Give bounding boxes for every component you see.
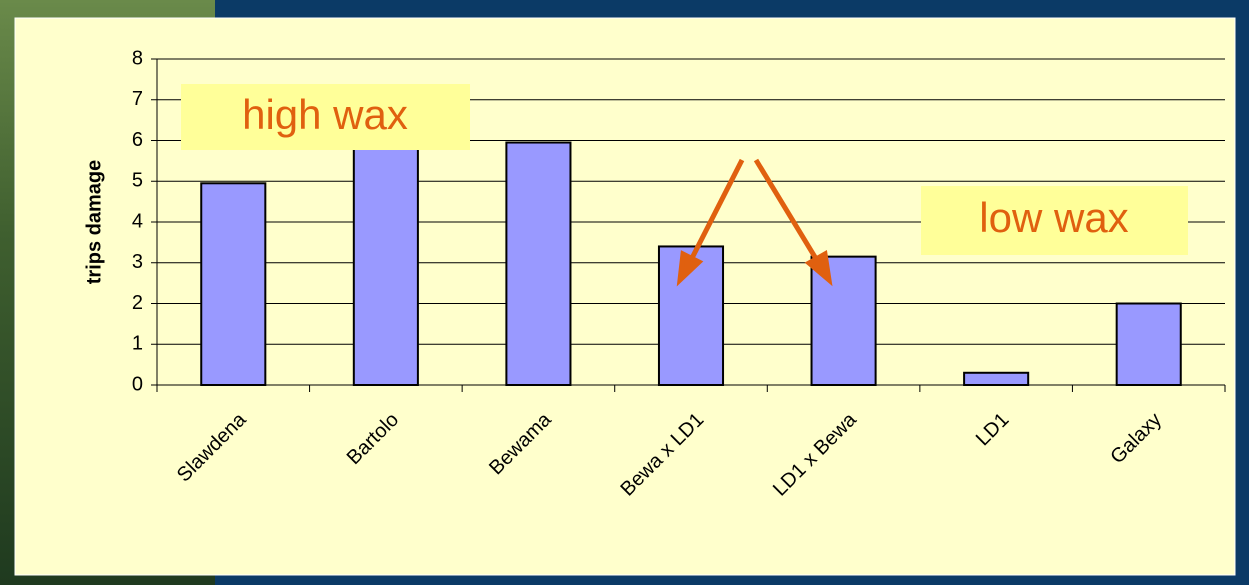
y-tick-label: 0 [132, 373, 143, 395]
bar [964, 373, 1028, 385]
y-tick-label: 2 [132, 292, 143, 314]
annotation: low wax [979, 194, 1128, 241]
chart: 012345678SlawdenaBartoloBewamaBewa x LD1… [0, 0, 1249, 585]
bar [354, 141, 418, 386]
annotation: high wax [242, 91, 408, 138]
y-tick-label: 6 [132, 129, 143, 151]
y-tick-label: 4 [132, 210, 143, 232]
y-tick-label: 1 [132, 333, 143, 355]
y-tick-label: 8 [132, 47, 143, 69]
y-axis-label: trips damage [83, 160, 105, 284]
y-tick-label: 3 [132, 251, 143, 273]
page: 012345678SlawdenaBartoloBewamaBewa x LD1… [0, 0, 1249, 585]
bar [201, 183, 265, 385]
y-tick-label: 7 [132, 88, 143, 110]
bar [1117, 304, 1181, 386]
y-tick-label: 5 [132, 170, 143, 192]
bar [506, 143, 570, 385]
